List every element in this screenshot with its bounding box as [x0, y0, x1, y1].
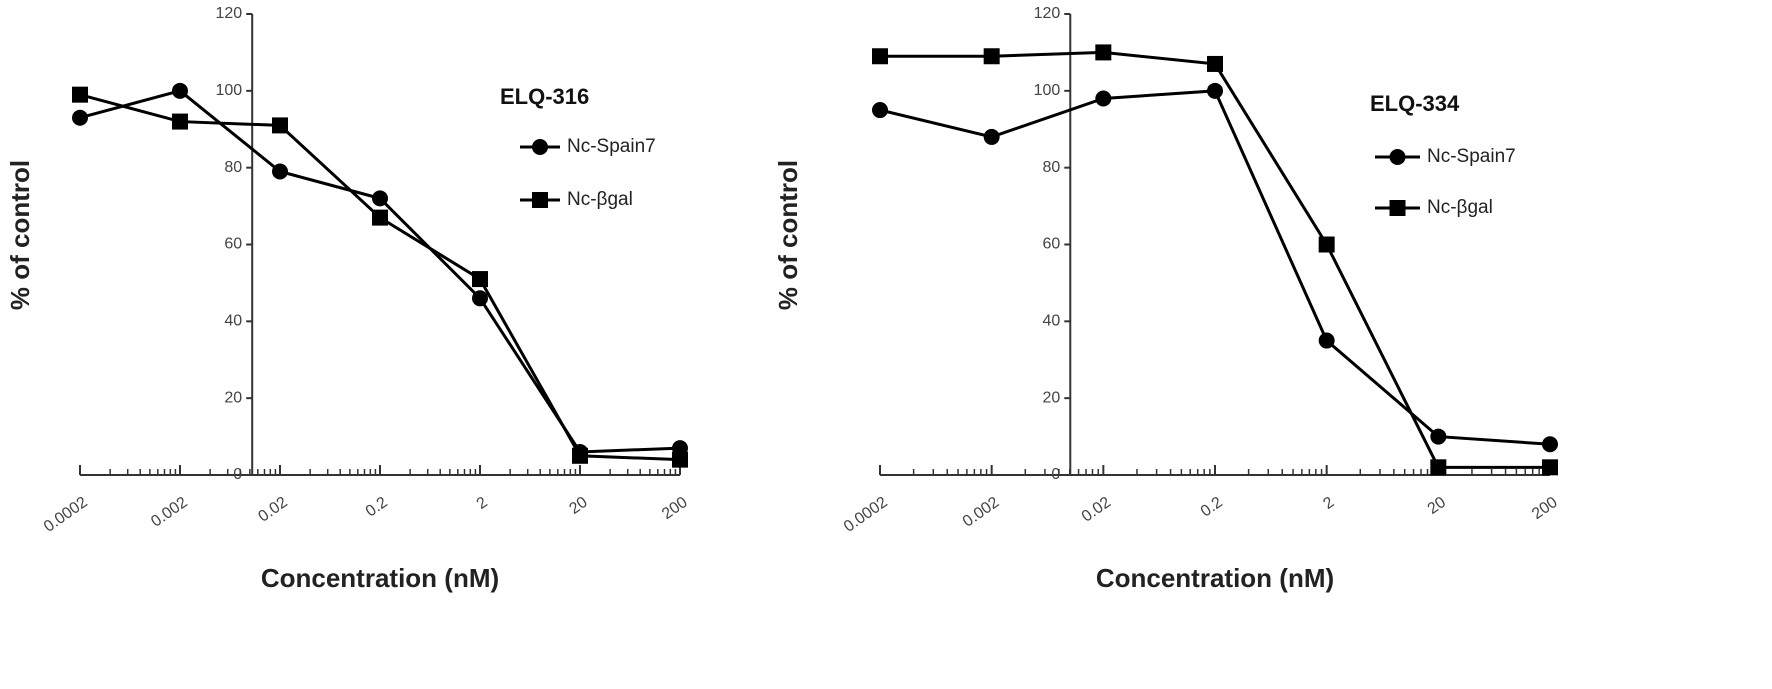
data-point: [72, 109, 88, 126]
y-tick-label: 0: [1051, 466, 1060, 483]
data-point: [172, 113, 188, 130]
legend-marker: [1389, 149, 1406, 165]
data-point: [1542, 459, 1558, 476]
data-point: [1318, 332, 1335, 349]
legend-label: Nc-βgal: [1427, 197, 1493, 218]
data-point: [1430, 428, 1447, 445]
legend-title: ELQ-334: [1370, 91, 1460, 116]
data-point: [272, 163, 288, 180]
y-tick-label: 0: [233, 466, 242, 483]
legend-label: Nc-Spain7: [567, 136, 656, 157]
data-point: [1095, 44, 1112, 61]
data-point: [983, 128, 1000, 145]
x-tick-label: 0.02: [255, 494, 290, 526]
x-tick-label: 200: [659, 494, 691, 523]
data-point: [1430, 459, 1447, 476]
y-tick-label: 40: [1042, 313, 1060, 330]
x-tick-label: 0.002: [960, 494, 1003, 531]
data-point: [1542, 436, 1558, 453]
legend-label: Nc-Spain7: [1427, 146, 1516, 167]
data-point: [472, 271, 488, 288]
x-tick-label: 20: [1425, 494, 1449, 518]
data-point: [372, 190, 388, 207]
x-tick-label: 0.002: [148, 494, 191, 531]
data-point: [572, 447, 588, 464]
data-point: [272, 117, 288, 134]
y-axis-label: % of control: [5, 160, 35, 310]
data-point: [172, 82, 188, 99]
x-tick-label: 2: [1320, 494, 1337, 513]
y-tick-label: 20: [1042, 389, 1060, 406]
x-tick-label: 20: [566, 494, 590, 518]
data-point: [1095, 90, 1112, 107]
x-axis-label: Concentration (nM): [1096, 563, 1334, 593]
x-tick-label: 0.2: [363, 494, 391, 521]
y-tick-label: 100: [1034, 82, 1061, 99]
legend-label: Nc-βgal: [567, 189, 633, 210]
x-tick-label: 0.2: [1198, 494, 1226, 521]
data-point: [872, 48, 888, 65]
x-axis-label: Concentration (nM): [261, 563, 499, 593]
y-axis-label: % of control: [773, 160, 803, 310]
y-tick-label: 60: [224, 236, 242, 253]
x-tick-label: 0.0002: [841, 494, 891, 536]
legend-marker: [532, 139, 548, 155]
data-point: [672, 451, 688, 468]
data-point: [1207, 55, 1223, 72]
series-line: [879, 89, 1551, 446]
x-tick-label: 0.0002: [41, 494, 91, 536]
y-tick-label: 120: [1034, 5, 1061, 22]
x-tick-label: 0.02: [1079, 494, 1114, 526]
data-point: [1207, 82, 1223, 99]
y-tick-label: 60: [1042, 236, 1060, 253]
data-point: [872, 102, 888, 119]
y-tick-label: 40: [224, 313, 242, 330]
y-tick-label: 120: [215, 5, 242, 22]
x-tick-label: 2: [474, 494, 491, 513]
y-tick-label: 80: [1042, 159, 1060, 176]
y-tick-label: 80: [224, 159, 242, 176]
y-tick-label: 100: [215, 82, 242, 99]
data-point: [983, 48, 1000, 65]
legend-marker: [1389, 200, 1406, 216]
y-tick-label: 20: [224, 389, 242, 406]
legend-marker: [532, 192, 548, 208]
data-point: [72, 86, 88, 103]
data-point: [472, 290, 488, 307]
legend-title: ELQ-316: [500, 84, 589, 109]
x-tick-label: 200: [1529, 494, 1561, 523]
data-point: [372, 209, 388, 226]
data-point: [1318, 236, 1335, 253]
